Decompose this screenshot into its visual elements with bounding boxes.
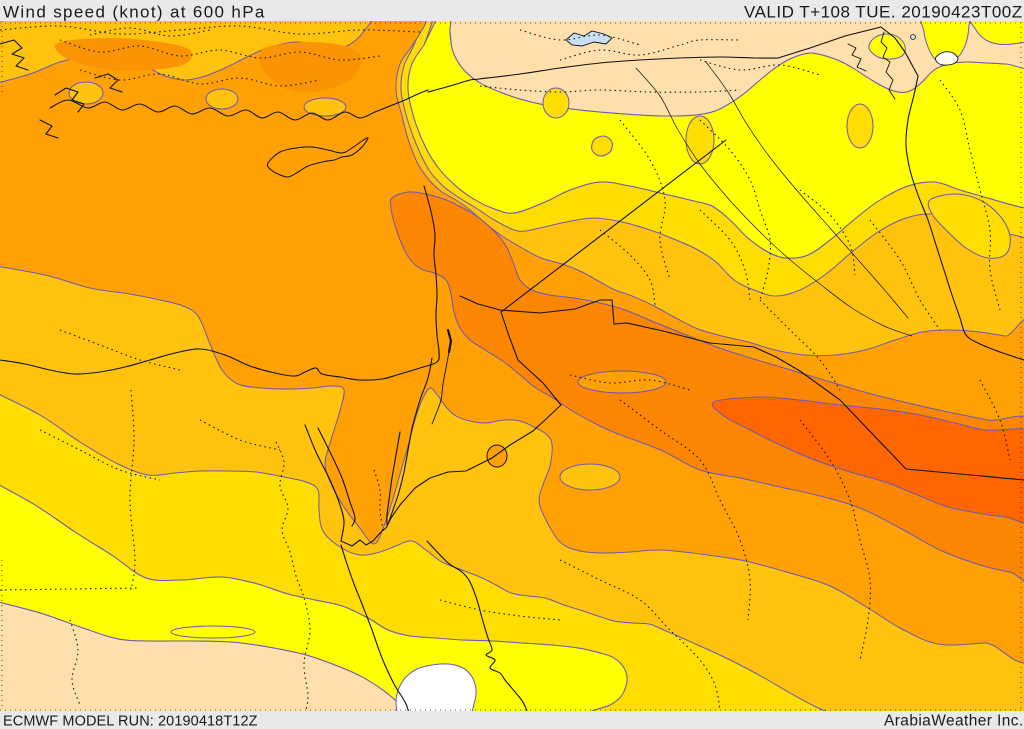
svg-text:Wind speed (knot) at 600 hPa: Wind speed (knot) at 600 hPa: [3, 3, 266, 22]
svg-text:ArabiaWeather Inc.: ArabiaWeather Inc.: [884, 713, 1024, 729]
svg-text:ECMWF MODEL RUN: 20190418T12Z: ECMWF MODEL RUN: 20190418T12Z: [3, 714, 258, 729]
svg-text:VALID T+108 TUE. 20190423T00Z: VALID T+108 TUE. 20190423T00Z: [744, 3, 1023, 22]
